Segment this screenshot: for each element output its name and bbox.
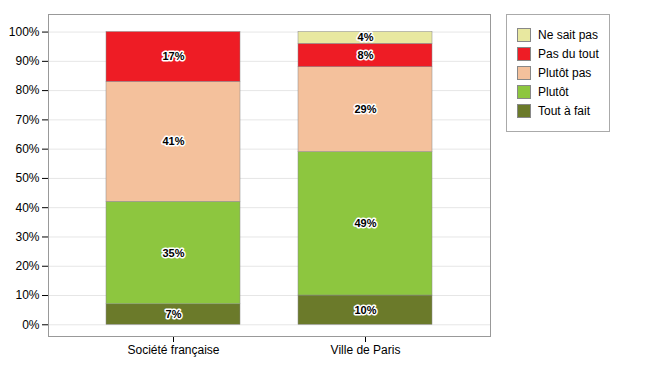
svg-text:49%: 49% [354, 217, 376, 229]
svg-text:10%: 10% [354, 304, 376, 316]
html-text:Ne sait pas: Ne sait pas [538, 28, 598, 42]
svg-text:80%: 80% [15, 83, 39, 97]
svg-text:4%: 4% [358, 31, 374, 43]
svg-text:17%: 17% [162, 50, 184, 62]
svg-text:8%: 8% [358, 49, 374, 61]
svg-text:90%: 90% [15, 54, 39, 68]
html-text:Pas du tout: Pas du tout [538, 47, 599, 61]
svg-text:35%: 35% [162, 247, 184, 259]
svg-text:40%: 40% [15, 201, 39, 215]
html-text:Tout à fait: Tout à fait [538, 104, 590, 118]
html-text:Plutôt: Plutôt [538, 85, 569, 99]
svg-text:10%: 10% [15, 288, 39, 302]
svg-text:20%: 20% [15, 259, 39, 273]
html-text:Plutôt pas: Plutôt pas [538, 66, 592, 80]
svg-text:Société française: Société française [127, 343, 219, 357]
svg-text:29%: 29% [354, 103, 376, 115]
svg-text:41%: 41% [162, 135, 184, 147]
svg-text:50%: 50% [15, 171, 39, 185]
svg-text:7%: 7% [166, 308, 182, 320]
svg-text:Ville de Paris: Ville de Paris [331, 343, 401, 357]
svg-text:70%: 70% [15, 113, 39, 127]
svg-text:100%: 100% [9, 25, 40, 39]
svg-text:30%: 30% [15, 230, 39, 244]
svg-text:0%: 0% [22, 318, 40, 332]
svg-text:60%: 60% [15, 142, 39, 156]
